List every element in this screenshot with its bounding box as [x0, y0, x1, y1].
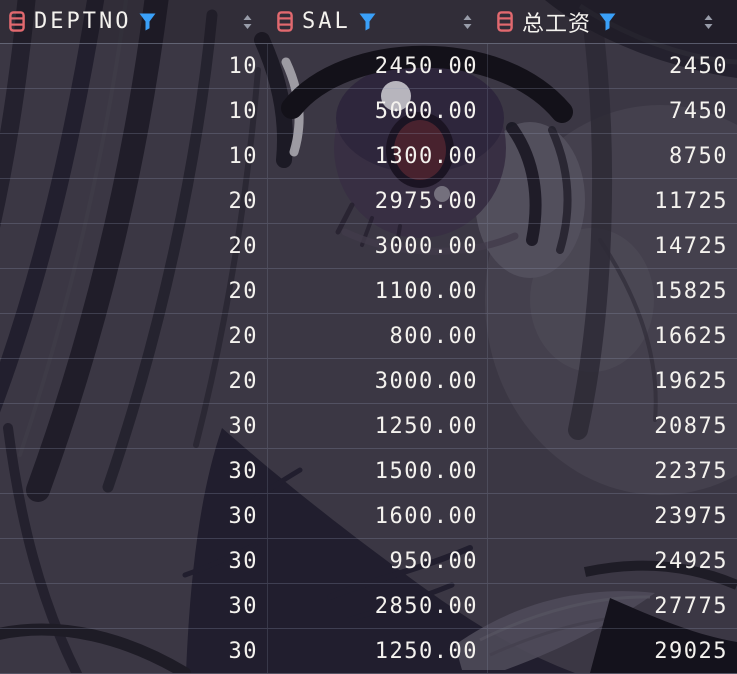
- cell-deptno[interactable]: 30: [0, 629, 268, 673]
- table-row: 20 3000.00 14725: [0, 224, 737, 269]
- cell-total-salary[interactable]: 11725: [654, 188, 728, 214]
- cell-sal[interactable]: 3000.00: [268, 224, 488, 268]
- column-icon: [497, 11, 513, 32]
- cell-sal[interactable]: 800.00: [268, 314, 488, 358]
- table-row: 30 1600.00 23975: [0, 494, 737, 539]
- cell-deptno[interactable]: 20: [0, 269, 268, 313]
- cell-total-salary[interactable]: 16625: [654, 323, 728, 349]
- cell-sal[interactable]: 2850.00: [268, 584, 488, 628]
- table-row: 30 1250.00 29025: [0, 629, 737, 674]
- cell-total-salary[interactable]: 15825: [654, 278, 728, 304]
- cell-total-salary[interactable]: 7450: [669, 98, 728, 124]
- cell-sal[interactable]: 2975.00: [268, 179, 488, 223]
- table-row: 10 2450.00 2450: [0, 44, 737, 89]
- table-row: 20 800.00 16625: [0, 314, 737, 359]
- cell-sal[interactable]: 5000.00: [268, 89, 488, 133]
- filter-funnel-icon[interactable]: [599, 13, 616, 31]
- cell-deptno[interactable]: 30: [0, 584, 268, 628]
- cell-total-salary[interactable]: 19625: [654, 368, 728, 394]
- cell-deptno[interactable]: 10: [0, 44, 268, 88]
- sort-arrows-icon[interactable]: [704, 14, 713, 29]
- filter-funnel-icon[interactable]: [359, 13, 376, 31]
- cell-deptno[interactable]: 20: [0, 179, 268, 223]
- column-label: 总工资: [522, 11, 592, 37]
- column-label: SAL: [302, 9, 351, 34]
- cell-sal[interactable]: 3000.00: [268, 359, 488, 403]
- column-icon: [9, 11, 25, 32]
- cell-deptno[interactable]: 20: [0, 359, 268, 403]
- table-row: 10 1300.00 8750: [0, 134, 737, 179]
- column-header-total-salary[interactable]: 总工资: [488, 0, 737, 43]
- cell-sal[interactable]: 2450.00: [268, 44, 488, 88]
- column-label: DEPTNO: [34, 9, 132, 34]
- cell-total-salary[interactable]: 14725: [654, 233, 728, 259]
- cell-sal[interactable]: 1500.00: [268, 449, 488, 493]
- grid-header-row: DEPTNO SAL: [0, 0, 737, 44]
- table-row: 30 950.00 24925: [0, 539, 737, 584]
- cell-sal[interactable]: 1600.00: [268, 494, 488, 538]
- cell-total-salary[interactable]: 23975: [654, 503, 728, 529]
- cell-deptno[interactable]: 20: [0, 224, 268, 268]
- cell-sal[interactable]: 950.00: [268, 539, 488, 583]
- sort-arrows-icon[interactable]: [463, 14, 472, 29]
- cell-total-salary[interactable]: 24925: [654, 548, 728, 574]
- table-row: 20 1100.00 15825: [0, 269, 737, 314]
- column-header-deptno[interactable]: DEPTNO: [0, 0, 268, 43]
- table-row: 20 3000.00 19625: [0, 359, 737, 404]
- column-header-sal[interactable]: SAL: [268, 0, 488, 43]
- cell-total-salary[interactable]: 8750: [669, 143, 728, 169]
- cell-deptno[interactable]: 30: [0, 539, 268, 583]
- cell-deptno[interactable]: 30: [0, 404, 268, 448]
- table-row: 30 1500.00 22375: [0, 449, 737, 494]
- cell-total-salary[interactable]: 2450: [669, 53, 728, 79]
- cell-deptno[interactable]: 30: [0, 494, 268, 538]
- cell-total-salary[interactable]: 22375: [654, 458, 728, 484]
- table-row: 30 2850.00 27775: [0, 584, 737, 629]
- cell-deptno[interactable]: 30: [0, 449, 268, 493]
- filter-funnel-icon[interactable]: [139, 13, 156, 31]
- column-icon: [277, 11, 293, 32]
- table-row: 30 1250.00 20875: [0, 404, 737, 449]
- sort-arrows-icon[interactable]: [243, 14, 252, 29]
- cell-sal[interactable]: 1300.00: [268, 134, 488, 178]
- cell-sal[interactable]: 1250.00: [268, 629, 488, 673]
- cell-sal[interactable]: 1100.00: [268, 269, 488, 313]
- table-row: 20 2975.00 11725: [0, 179, 737, 224]
- cell-total-salary[interactable]: 27775: [654, 593, 728, 619]
- cell-sal[interactable]: 1250.00: [268, 404, 488, 448]
- cell-deptno[interactable]: 10: [0, 89, 268, 133]
- table-row: 10 5000.00 7450: [0, 89, 737, 134]
- cell-deptno[interactable]: 20: [0, 314, 268, 358]
- cell-deptno[interactable]: 10: [0, 134, 268, 178]
- cell-total-salary[interactable]: 20875: [654, 413, 728, 439]
- cell-total-salary[interactable]: 29025: [654, 638, 728, 664]
